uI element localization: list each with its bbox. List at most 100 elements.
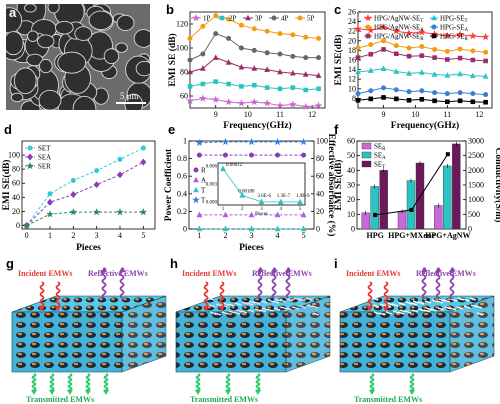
data-point: [251, 65, 258, 71]
arrow-head: [435, 267, 441, 272]
chart-b: 9 10 11 12 60 80 100 120 Frequency(GHz) EMI SE (d…: [167, 11, 326, 131]
arrow-head: [49, 390, 55, 395]
inset-x-title: Pieces: [255, 212, 268, 217]
legend-swatch: [361, 142, 372, 150]
y-tick-label: 50: [347, 151, 355, 160]
surface-coating: [209, 311, 217, 315]
data-point: [483, 99, 488, 105]
y-tick-label: 60: [347, 137, 355, 146]
sem-pore: [103, 48, 120, 65]
data-point: [368, 42, 374, 48]
y-tick-label: 18: [348, 46, 356, 55]
sem-network: [6, 4, 150, 110]
bar-SE_R: [361, 212, 370, 230]
panel-letter-i: i: [334, 256, 338, 271]
chart-e: 1 2 3 4 5 0 0.2 0.4 0.6 0.8 1 Pieces Power Coefficie…: [164, 134, 337, 253]
transmitted-wave: [103, 373, 109, 393]
data-point: [238, 22, 244, 28]
data-point: [238, 63, 245, 70]
x-tick-label: 0: [25, 231, 29, 240]
arrow-head: [225, 390, 231, 395]
y2-tick-label: 500: [468, 210, 480, 219]
reflective-wave: [435, 267, 441, 299]
data-point: [70, 191, 77, 198]
bar-SE_T: [452, 143, 461, 230]
surface-coating: [405, 301, 413, 305]
data-point: [380, 65, 387, 71]
y-tick-label: 12: [348, 75, 356, 84]
data-point: [316, 55, 322, 61]
y-tick-label: 0: [16, 221, 20, 230]
legend-label: 1P: [203, 15, 211, 23]
transmitted-wave: [369, 373, 375, 393]
y2-axis-title: Conductivity(S/m): [493, 148, 500, 223]
inset-annotation: 0.00188: [238, 189, 255, 194]
y2-tick-label: 100: [316, 137, 328, 146]
y2-tick-label: 3000: [468, 137, 484, 146]
reflective-label: Reflective EMWs: [88, 269, 148, 278]
transmitted-label: Transmitted EMWs: [354, 395, 422, 404]
x-tick-label: 12: [308, 110, 316, 119]
legend-label: 3P: [255, 15, 263, 23]
data-point: [367, 67, 374, 73]
legend-swatch: [361, 151, 372, 159]
block-front: [339, 311, 451, 373]
surface-coating: [379, 303, 387, 307]
data-point: [250, 98, 259, 106]
surface-coating: [475, 305, 483, 309]
y2-tick-label: 80: [316, 154, 324, 163]
bar-SE_A: [443, 165, 452, 230]
x-axis-title: Pieces: [76, 243, 101, 253]
arrow-head: [55, 306, 61, 311]
data-point: [314, 101, 323, 109]
surface-coating: [412, 300, 420, 304]
data-point: [354, 24, 362, 33]
y-axis-title: EMI SE(dB): [333, 160, 344, 211]
data-point: [419, 97, 425, 102]
x-tick-label: 3: [95, 231, 99, 240]
panel-letter-h: h: [170, 256, 178, 271]
data-point: [92, 208, 101, 216]
inset-annotation: 1.9E-9: [296, 194, 310, 199]
inset-annotation: 0.00012: [226, 163, 243, 168]
data-point: [301, 152, 307, 158]
x-tick-label: 4: [276, 231, 280, 240]
sem-pore: [10, 92, 24, 103]
data-point: [222, 152, 228, 158]
panel-a: 5 μm a: [6, 4, 150, 110]
incident-label: Incident EMWs: [182, 269, 236, 278]
data-point: [238, 45, 244, 51]
inset-point: [239, 192, 246, 198]
data-point: [290, 85, 296, 90]
y2-axis-title: Effective absorbance (%): [326, 134, 337, 237]
data-point: [445, 99, 450, 105]
surface-coating: [463, 305, 471, 309]
data-point: [432, 46, 438, 52]
surface-coating: [299, 305, 307, 309]
surface-coating: [228, 310, 236, 314]
incident-wave: [219, 281, 225, 311]
arrow-head: [119, 267, 125, 272]
data-point: [299, 137, 308, 146]
data-point: [470, 48, 476, 54]
surface-coating: [391, 303, 399, 307]
bar-SE_R: [397, 211, 407, 230]
surface-coating: [267, 299, 275, 303]
surface-coating: [274, 298, 282, 302]
data-point: [221, 137, 230, 146]
y-tick-label: 0.6: [177, 172, 187, 181]
arrow-head: [85, 390, 91, 395]
data-point: [212, 54, 219, 60]
sem-pore: [24, 4, 37, 13]
legend-label: 2P: [229, 15, 237, 23]
data-point: [211, 95, 220, 103]
surface-coating: [423, 309, 431, 313]
data-point: [139, 208, 148, 216]
y2-tick-label: 20: [316, 207, 324, 216]
data-point: [47, 191, 53, 197]
data-point: [432, 98, 437, 104]
surface-coating: [240, 310, 248, 314]
transmitted-wave: [67, 373, 73, 393]
x-tick-label: 9: [214, 110, 218, 119]
incident-wave: [203, 281, 209, 311]
